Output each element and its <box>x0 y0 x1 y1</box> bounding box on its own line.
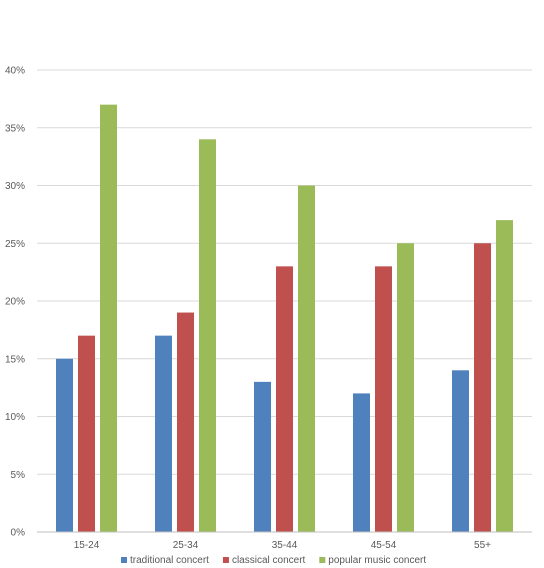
bar-classical-concert-35-44 <box>276 266 293 532</box>
x-tick-label: 15-24 <box>74 540 100 551</box>
legend-label: classical concert <box>232 555 306 566</box>
x-tick-label: 25-34 <box>173 540 199 551</box>
x-tick-label: 55+ <box>474 540 491 551</box>
y-tick-label: 35% <box>5 123 25 134</box>
bar-popular-music-concert-35-44 <box>298 185 315 532</box>
legend-label: traditional concert <box>130 555 209 566</box>
x-tick-label: 45-54 <box>371 540 397 551</box>
bar-traditional-concert-55+ <box>452 370 469 532</box>
x-tick-label: 35-44 <box>272 540 298 551</box>
bar-popular-music-concert-15-24 <box>100 104 117 533</box>
y-tick-label: 30% <box>5 181 25 192</box>
bar-classical-concert-25-34 <box>177 312 194 532</box>
y-tick-label: 25% <box>5 239 25 250</box>
bar-popular-music-concert-55+ <box>496 220 513 532</box>
x-axis-tick-labels: 15-24 25-34 35-44 45-54 55+ <box>74 540 491 551</box>
legend-swatch <box>121 557 127 563</box>
legend: traditional concert classical concert popu… <box>121 555 426 566</box>
bar-classical-concert-45-54 <box>375 266 392 532</box>
y-tick-label: 20% <box>5 297 25 308</box>
bar-traditional-concert-35-44 <box>254 381 271 532</box>
y-tick-label: 10% <box>5 412 25 423</box>
bar-traditional-concert-25-34 <box>155 335 172 532</box>
bar-traditional-concert-15-24 <box>56 358 73 532</box>
legend-label: popular music concert <box>328 555 426 566</box>
bar-popular-music-concert-25-34 <box>199 139 216 533</box>
bar-series <box>56 104 513 533</box>
legend-swatch <box>319 557 326 563</box>
bar-classical-concert-55+ <box>474 243 491 532</box>
y-tick-label: 0% <box>11 528 26 539</box>
y-tick-label: 15% <box>5 354 25 365</box>
bar-traditional-concert-45-54 <box>353 393 370 532</box>
bar-popular-music-concert-45-54 <box>397 243 414 532</box>
y-axis-tick-labels: 0% 5% 10% 15% 20% 25% 30% 35% 40% <box>5 66 25 539</box>
legend-swatch <box>222 557 229 563</box>
y-tick-label: 40% <box>5 66 25 77</box>
y-tick-label: 5% <box>11 470 26 481</box>
bar-classical-concert-15-24 <box>78 335 95 532</box>
